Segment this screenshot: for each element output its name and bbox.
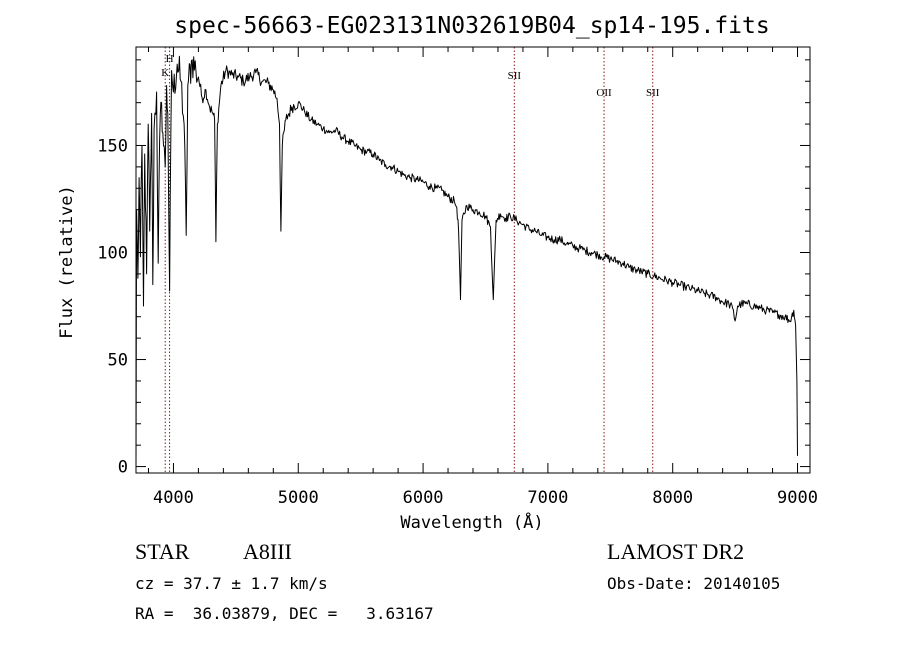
- y-tick-label: 0: [118, 458, 128, 478]
- redshift-text: cz = 37.7 ± 1.7 km/s: [135, 574, 328, 593]
- x-tick-label: 8000: [652, 488, 693, 508]
- x-tick-label: 5000: [278, 488, 319, 508]
- survey-name: LAMOST DR2: [607, 539, 745, 564]
- y-axis-label: Flux (relative): [57, 185, 77, 339]
- x-tick-label: 6000: [403, 488, 444, 508]
- chart-title: spec-56663-EG023131N032619B04_sp14-195.f…: [174, 13, 769, 39]
- spectrum-line: [135, 55, 798, 467]
- x-tick-label: 9000: [777, 488, 818, 508]
- spectral-line-label: K: [161, 67, 169, 79]
- y-axis-ticks: 0 50 100 150: [97, 59, 810, 478]
- spectral-line-label: SII: [508, 70, 522, 82]
- x-axis-ticks: 4000 5000 6000 7000 8000 9000: [147, 47, 818, 508]
- y-tick-label: 50: [108, 351, 128, 371]
- plot-frame: [135, 46, 811, 474]
- object-class: STAR: [135, 539, 190, 564]
- object-subclass: A8III: [243, 539, 292, 564]
- spectral-line-markers: HK SII OII SII: [161, 47, 660, 473]
- spectral-line-label: SII: [646, 87, 660, 99]
- y-tick-label: 150: [97, 136, 128, 156]
- obs-date-text: Obs-Date: 20140105: [607, 574, 781, 593]
- y-tick-label: 100: [97, 244, 128, 264]
- x-tick-label: 7000: [527, 488, 568, 508]
- x-axis-label: Wavelength (Å): [400, 511, 543, 533]
- x-tick-label: 4000: [153, 488, 194, 508]
- spectral-line-label: H: [166, 53, 174, 65]
- coordinates-text: RA = 36.03879, DEC = 3.63167: [135, 604, 434, 623]
- spectral-line-label: OII: [596, 87, 612, 99]
